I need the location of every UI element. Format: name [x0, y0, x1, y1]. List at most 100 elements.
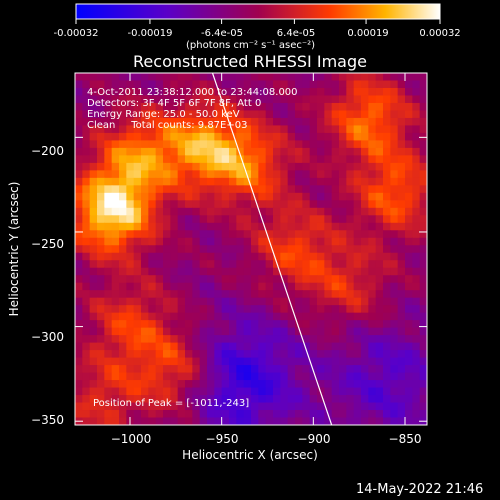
heatmap-cell [346, 237, 355, 246]
heatmap-cell [339, 95, 347, 104]
heatmap-cell [317, 132, 325, 142]
heatmap-cell [243, 185, 252, 194]
heatmap-cell [192, 125, 201, 134]
heatmap-cell [199, 282, 208, 291]
heatmap-cell [287, 140, 296, 149]
heatmap-cell [126, 95, 135, 104]
heatmap-cell [287, 252, 296, 261]
heatmap-cell [243, 357, 252, 366]
heatmap-cell [287, 177, 296, 186]
heatmap-cell [82, 365, 91, 374]
heatmap-cell [75, 125, 83, 134]
heatmap-cell [229, 155, 237, 164]
heatmap-cell [111, 155, 120, 164]
heatmap-cell [207, 155, 215, 164]
heatmap-cell [265, 275, 274, 284]
heatmap-cell [163, 372, 171, 381]
heatmap-cell [390, 200, 399, 209]
heatmap-cell [141, 87, 149, 97]
heatmap-cell [412, 200, 421, 209]
heatmap-cell [265, 350, 274, 359]
heatmap-cell [309, 380, 318, 389]
heatmap-cell [258, 192, 267, 201]
heatmap-cell [295, 305, 303, 314]
heatmap-cell [119, 155, 127, 164]
heatmap-cell [163, 357, 171, 366]
heatmap-cell [258, 260, 267, 269]
heatmap-cell [368, 132, 377, 142]
heatmap-cell [287, 387, 296, 396]
heatmap-cell [383, 417, 391, 425]
heatmap-cell [383, 335, 391, 344]
heatmap-cell [126, 327, 135, 336]
heatmap-cell [361, 132, 369, 142]
heatmap-cell [375, 350, 384, 359]
heatmap-cell [214, 290, 223, 299]
heatmap-cell [141, 252, 149, 261]
heatmap-cell [265, 290, 274, 299]
heatmap-cell [89, 117, 98, 127]
heatmap-cell [361, 297, 369, 306]
heatmap-cell [236, 80, 245, 89]
heatmap-cell [265, 177, 274, 186]
heatmap-cell [221, 185, 230, 194]
heatmap-cell [383, 73, 391, 82]
heatmap-cell [243, 215, 252, 224]
heatmap-cell [390, 170, 399, 179]
heatmap-cell [317, 80, 325, 89]
heatmap-cell [251, 162, 259, 171]
heatmap-cell [353, 282, 362, 291]
heatmap-cell [383, 110, 391, 119]
heatmap-cell [419, 140, 427, 149]
heatmap-cell [75, 380, 83, 389]
heatmap-cell [170, 155, 179, 164]
heatmap-cell [177, 73, 186, 82]
heatmap-cell [163, 365, 171, 374]
heatmap-cell [126, 380, 135, 389]
heatmap-cell [119, 117, 127, 127]
heatmap-cell [331, 350, 340, 359]
heatmap-cell [89, 417, 98, 425]
heatmap-cell [368, 245, 377, 254]
heatmap-cell [339, 335, 347, 344]
heatmap-cell [82, 237, 91, 246]
heatmap-cell [221, 245, 230, 254]
heatmap-cell [346, 312, 355, 321]
heatmap-cell [155, 327, 164, 336]
heatmap-cell [368, 192, 377, 201]
heatmap-cell [309, 387, 318, 396]
heatmap-cell [273, 155, 281, 164]
heatmap-cell [265, 207, 274, 216]
heatmap-cell [163, 335, 171, 344]
heatmap-cell [126, 132, 135, 142]
heatmap-cell [302, 177, 311, 186]
heatmap-cell [148, 207, 157, 216]
heatmap-cell [287, 320, 296, 329]
y-tick-label: −250 [31, 237, 64, 251]
heatmap-cell [265, 73, 274, 82]
heatmap-cell [331, 102, 340, 112]
heatmap-cell [412, 417, 421, 425]
heatmap-cell [243, 110, 252, 119]
heatmap-cell [192, 267, 201, 276]
heatmap-cell [353, 290, 362, 299]
heatmap-cell [75, 282, 83, 291]
heatmap-cell [405, 245, 413, 254]
heatmap-cell [339, 110, 347, 119]
heatmap-cell [353, 102, 362, 112]
heatmap-cell [243, 305, 252, 314]
heatmap-cell [353, 402, 362, 411]
heatmap-cell [339, 417, 347, 425]
heatmap-cell [126, 402, 135, 411]
heatmap-cell [141, 312, 149, 321]
heatmap-cell [177, 170, 186, 179]
heatmap-cell [368, 402, 377, 411]
heatmap-cell [353, 87, 362, 97]
heatmap-cell [302, 207, 311, 216]
heatmap-cell [309, 275, 318, 284]
heatmap-cell [317, 260, 325, 269]
heatmap-cell [339, 282, 347, 291]
heatmap-cell [287, 290, 296, 299]
heatmap-cell [353, 305, 362, 314]
heatmap-cell [317, 87, 325, 97]
